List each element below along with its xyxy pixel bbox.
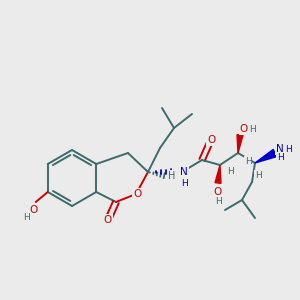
Text: N: N [180, 167, 188, 177]
Text: H: H [181, 178, 188, 188]
Text: H: H [226, 167, 233, 176]
Text: H: H [255, 170, 261, 179]
Text: O: O [133, 189, 141, 199]
Text: H: H [168, 171, 176, 181]
Text: O: O [104, 215, 112, 225]
Text: H: H [285, 145, 291, 154]
Polygon shape [215, 165, 221, 183]
Text: H: H [244, 157, 251, 166]
Text: N: N [276, 144, 284, 154]
Text: H: H [214, 196, 221, 206]
Text: H: H [23, 212, 30, 221]
Text: O: O [240, 124, 248, 134]
Polygon shape [237, 135, 243, 153]
Text: H: H [249, 124, 255, 134]
Polygon shape [255, 149, 277, 163]
Text: O: O [207, 135, 215, 145]
Text: O: O [214, 187, 222, 197]
Text: H: H [277, 154, 284, 163]
Text: O: O [30, 205, 38, 215]
